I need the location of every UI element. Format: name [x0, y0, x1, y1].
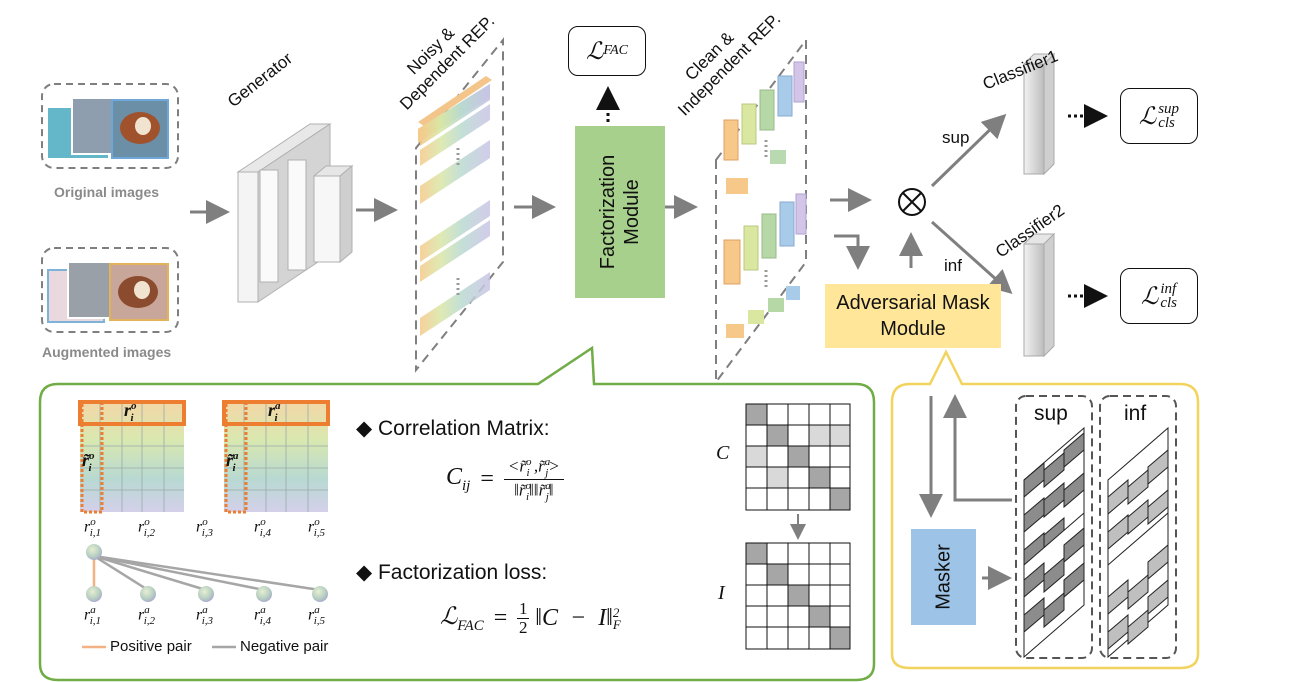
- branch-sup-label: sup: [942, 128, 970, 147]
- loss-cls-inf-sup: inf: [1160, 281, 1177, 297]
- orig-item-2: roi,2: [138, 516, 156, 539]
- correlation-equation: Cij = <r̃oi ,r̃aj> ‖r̃oi‖‖r̃aj‖: [446, 456, 564, 503]
- loss-fac-box: ℒ FAC: [568, 26, 646, 76]
- arrow-clean-to-adv: [834, 234, 870, 270]
- adv-module-line1: Adversarial Mask: [836, 292, 990, 314]
- loss-cls-sup-sub: cls: [1158, 115, 1175, 131]
- noisy-rep-bars: [418, 76, 492, 336]
- orig-item-3: roi,3: [196, 516, 214, 539]
- original-images-caption: Original images: [54, 184, 160, 200]
- sup-mask-grids: [1023, 426, 1085, 659]
- loss-cls-sup-sup: sup: [1158, 101, 1180, 117]
- classifier1-block: [1022, 52, 1056, 176]
- matrix-I-label: I: [718, 582, 725, 604]
- orig-item-5: roi,5: [308, 516, 326, 539]
- loss-cls-inf-sub: cls: [1160, 295, 1177, 311]
- inf-mask-frame: [1099, 395, 1177, 659]
- matrix-I: [745, 542, 851, 650]
- bullet-factorization-loss: ◆ Factorization loss:: [356, 561, 548, 584]
- bullet-correlation-matrix: ◆ Correlation Matrix:: [356, 417, 550, 440]
- orig-item-4: roi,4: [254, 516, 272, 539]
- otimes-operator: [898, 188, 926, 216]
- inf-mask-grids: [1107, 426, 1169, 659]
- matrix-C-label: C: [716, 442, 730, 464]
- clean-rep-cubes: [723, 61, 807, 338]
- pair-balls: [82, 544, 328, 649]
- adversarial-mask-module: Adversarial Mask Module: [825, 284, 1001, 348]
- factorization-module: Factorization Module: [575, 126, 665, 298]
- arrow-mask-feedback: [943, 394, 1012, 502]
- original-images-thumbnails: [48, 97, 169, 159]
- loss-fac-symbol: ℒ: [586, 38, 604, 65]
- masker-label: Masker: [932, 544, 954, 610]
- masker-module: Masker: [911, 529, 976, 625]
- augmented-images-caption: Augmented images: [42, 344, 172, 360]
- aug-item-3: rai,3: [196, 604, 214, 627]
- augmented-images-thumbnails: [47, 261, 169, 323]
- factorization-module-line2: Module: [621, 179, 643, 245]
- loss-cls-inf-box: ℒ inf cls: [1120, 268, 1198, 324]
- arrow-operator-to-classifier2: [930, 220, 1013, 295]
- original-images-frame: [41, 83, 179, 169]
- mask-detail-callout: [890, 349, 1200, 670]
- feature-map-original: [78, 400, 186, 514]
- loss-cls-sup-box: ℒ sup cls: [1120, 88, 1198, 144]
- matrix-C: [745, 403, 851, 511]
- legend-positive-pair: Positive pair: [110, 638, 192, 655]
- mask-sup-label: sup: [1034, 402, 1068, 425]
- augmented-images-frame: [41, 247, 179, 333]
- feature-map-augmented: [222, 400, 330, 514]
- loss-cls-inf-symbol: ℒ: [1141, 283, 1159, 310]
- orig-item-1: roi,1: [84, 516, 102, 539]
- arrow-operator-to-classifier1: [930, 113, 1007, 188]
- rt-o-label: r̃oi: [82, 450, 95, 474]
- factorization-module-line1: Factorization: [597, 154, 619, 270]
- sup-mask-frame: [1015, 395, 1093, 659]
- r-o-label: roi: [124, 400, 137, 424]
- generator-block: [236, 123, 354, 303]
- noisy-rep-frame: [415, 37, 504, 373]
- aug-item-2: rai,2: [138, 604, 156, 627]
- aug-item-4: rai,4: [254, 604, 272, 627]
- loss-cls-sup-symbol: ℒ: [1138, 103, 1157, 130]
- aug-item-5: rai,5: [308, 604, 326, 627]
- adv-module-line2: Module: [880, 318, 946, 340]
- classifier2-block: [1022, 232, 1056, 358]
- loss-fac-sub: FAC: [603, 43, 628, 58]
- legend-negative-pair: Negative pair: [240, 638, 329, 655]
- branch-inf-label: inf: [944, 256, 962, 275]
- mask-inf-label: inf: [1124, 402, 1147, 425]
- fac-detail-callout: [38, 345, 876, 682]
- r-a-label: rai: [268, 400, 281, 424]
- aug-item-1: rai,1: [84, 604, 102, 627]
- rt-a-label: r̃ai: [226, 450, 239, 474]
